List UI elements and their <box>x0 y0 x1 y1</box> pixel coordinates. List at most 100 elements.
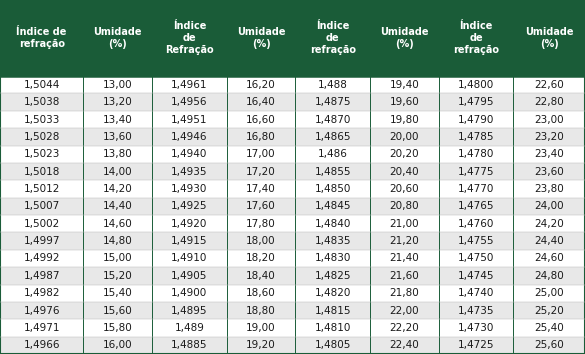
Text: 13,40: 13,40 <box>103 115 133 125</box>
Text: 1,4982: 1,4982 <box>23 288 60 298</box>
Text: 1,4966: 1,4966 <box>23 340 60 350</box>
Text: 1,4770: 1,4770 <box>458 184 494 194</box>
Text: 23,20: 23,20 <box>534 132 564 142</box>
Text: 16,40: 16,40 <box>246 97 276 107</box>
Text: 1,4987: 1,4987 <box>23 271 60 281</box>
Text: 19,80: 19,80 <box>390 115 419 125</box>
Text: 20,80: 20,80 <box>390 201 419 211</box>
Text: 1,4725: 1,4725 <box>458 340 494 350</box>
Text: 1,4895: 1,4895 <box>171 306 208 315</box>
Text: 25,60: 25,60 <box>534 340 564 350</box>
Text: 1,4855: 1,4855 <box>315 167 351 177</box>
Text: 1,489: 1,489 <box>174 323 204 333</box>
Text: 16,60: 16,60 <box>246 115 276 125</box>
Text: 14,60: 14,60 <box>103 219 133 229</box>
Text: 1,4780: 1,4780 <box>458 149 494 159</box>
Bar <box>0 302 585 319</box>
Text: 25,00: 25,00 <box>534 288 564 298</box>
Text: 19,00: 19,00 <box>246 323 276 333</box>
Text: 1,4875: 1,4875 <box>315 97 351 107</box>
Text: 1,4745: 1,4745 <box>458 271 494 281</box>
Text: 13,60: 13,60 <box>103 132 133 142</box>
Bar <box>0 250 585 267</box>
Text: 1,5007: 1,5007 <box>23 201 60 211</box>
Text: 21,60: 21,60 <box>390 271 419 281</box>
Text: 16,80: 16,80 <box>246 132 276 142</box>
Bar <box>0 111 585 128</box>
Text: 1,4790: 1,4790 <box>458 115 494 125</box>
Text: 24,20: 24,20 <box>534 219 564 229</box>
Text: 1,486: 1,486 <box>318 149 347 159</box>
Bar <box>0 0 585 76</box>
Text: 1,4740: 1,4740 <box>458 288 494 298</box>
Bar <box>0 128 585 145</box>
Text: 1,4920: 1,4920 <box>171 219 208 229</box>
Text: 1,4976: 1,4976 <box>23 306 60 315</box>
Text: 1,4997: 1,4997 <box>23 236 60 246</box>
Text: 1,4765: 1,4765 <box>458 201 494 211</box>
Text: Índice
de
Refração: Índice de Refração <box>165 21 214 55</box>
Text: 14,40: 14,40 <box>103 201 133 211</box>
Text: 20,00: 20,00 <box>390 132 419 142</box>
Text: 19,20: 19,20 <box>246 340 276 350</box>
Text: 1,4910: 1,4910 <box>171 253 208 263</box>
Text: 25,40: 25,40 <box>534 323 564 333</box>
Text: 15,80: 15,80 <box>103 323 133 333</box>
Text: 14,20: 14,20 <box>103 184 133 194</box>
Text: 17,00: 17,00 <box>246 149 276 159</box>
Text: 1,4956: 1,4956 <box>171 97 208 107</box>
Text: 23,40: 23,40 <box>534 149 564 159</box>
Text: 14,00: 14,00 <box>103 167 133 177</box>
Text: 24,00: 24,00 <box>534 201 564 211</box>
Text: 17,80: 17,80 <box>246 219 276 229</box>
Text: 20,40: 20,40 <box>390 167 419 177</box>
Text: 1,4825: 1,4825 <box>315 271 351 281</box>
Text: Índice
de
refração: Índice de refração <box>309 21 356 55</box>
Text: 21,00: 21,00 <box>390 219 419 229</box>
Text: 1,4810: 1,4810 <box>315 323 351 333</box>
Text: 22,80: 22,80 <box>534 97 564 107</box>
Text: 1,4885: 1,4885 <box>171 340 208 350</box>
Text: 22,40: 22,40 <box>390 340 419 350</box>
Text: Umidade
(%): Umidade (%) <box>237 27 285 49</box>
Text: 1,4992: 1,4992 <box>23 253 60 263</box>
Bar <box>0 233 585 250</box>
Text: 1,4730: 1,4730 <box>458 323 494 333</box>
Text: 1,4900: 1,4900 <box>171 288 208 298</box>
Text: 23,60: 23,60 <box>534 167 564 177</box>
Text: Umidade
(%): Umidade (%) <box>94 27 142 49</box>
Text: 1,4940: 1,4940 <box>171 149 208 159</box>
Text: 18,20: 18,20 <box>246 253 276 263</box>
Text: 1,4961: 1,4961 <box>171 80 208 90</box>
Text: 1,4835: 1,4835 <box>315 236 351 246</box>
Text: 1,5018: 1,5018 <box>23 167 60 177</box>
Bar <box>0 93 585 111</box>
Text: 1,4845: 1,4845 <box>315 201 351 211</box>
Bar <box>0 337 585 354</box>
Text: 24,80: 24,80 <box>534 271 564 281</box>
Text: 1,4935: 1,4935 <box>171 167 208 177</box>
Text: 21,80: 21,80 <box>390 288 419 298</box>
Text: 1,5044: 1,5044 <box>23 80 60 90</box>
Text: 1,4785: 1,4785 <box>458 132 494 142</box>
Text: 1,4735: 1,4735 <box>458 306 494 315</box>
Text: 1,4775: 1,4775 <box>458 167 494 177</box>
Text: 13,20: 13,20 <box>103 97 133 107</box>
Text: 15,20: 15,20 <box>103 271 133 281</box>
Text: 1,5028: 1,5028 <box>23 132 60 142</box>
Bar <box>0 198 585 215</box>
Text: 22,20: 22,20 <box>390 323 419 333</box>
Text: 20,20: 20,20 <box>390 149 419 159</box>
Text: 1,4805: 1,4805 <box>315 340 351 350</box>
Bar <box>0 76 585 93</box>
Text: 13,80: 13,80 <box>103 149 133 159</box>
Bar <box>0 145 585 163</box>
Text: 19,60: 19,60 <box>390 97 419 107</box>
Text: Umidade
(%): Umidade (%) <box>380 27 429 49</box>
Text: 24,40: 24,40 <box>534 236 564 246</box>
Text: 16,00: 16,00 <box>103 340 133 350</box>
Text: 1,4946: 1,4946 <box>171 132 208 142</box>
Text: 14,80: 14,80 <box>103 236 133 246</box>
Bar <box>0 215 585 233</box>
Text: 1,4760: 1,4760 <box>458 219 494 229</box>
